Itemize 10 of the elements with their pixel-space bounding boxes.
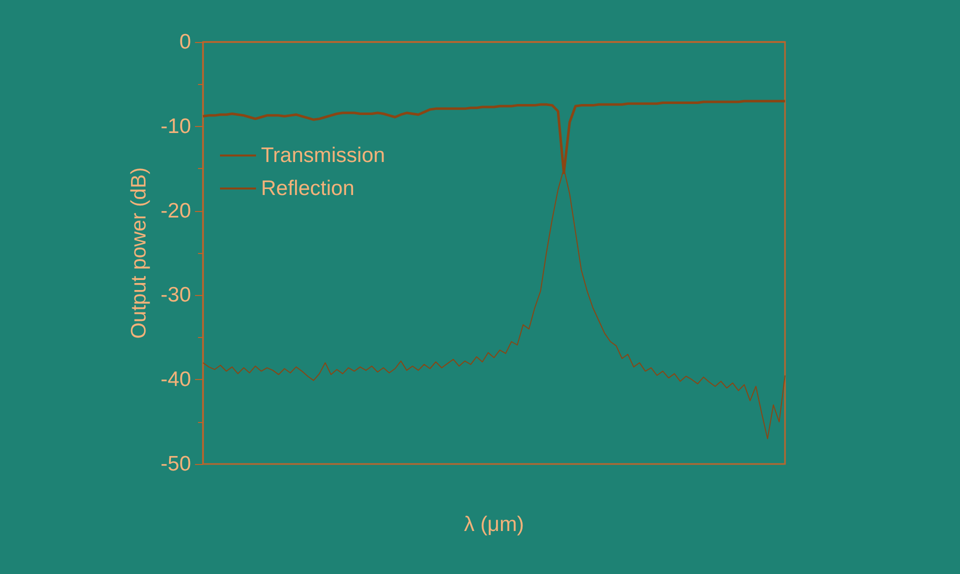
y-tick-label: -10 xyxy=(160,114,191,138)
legend-label: Reflection xyxy=(261,177,354,200)
x-axis-title: λ (μm) xyxy=(464,513,524,536)
legend-label: Transmission xyxy=(261,144,386,167)
y-axis-title: Output power (dB) xyxy=(128,167,151,339)
y-tick-label: -30 xyxy=(160,284,191,307)
y-tick-label: -20 xyxy=(160,199,191,222)
y-tick-label: -40 xyxy=(160,368,191,392)
y-tick-label: -50 xyxy=(160,452,191,476)
y-tick-label: 0 xyxy=(179,30,191,54)
